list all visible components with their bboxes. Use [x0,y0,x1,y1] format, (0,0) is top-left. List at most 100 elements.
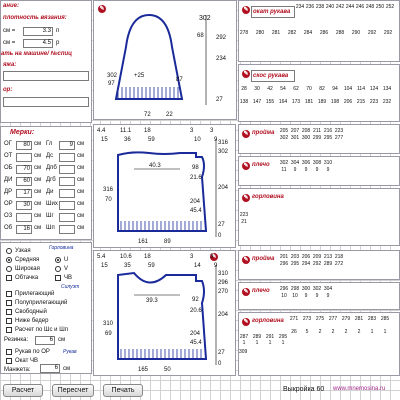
measure-input[interactable]: 70 [16,165,32,174]
semi-fitted-checkbox[interactable] [6,300,12,306]
table-cell: 10 [292,293,298,299]
obtachka-checkbox[interactable] [6,275,12,281]
sleeve-slope-logo-icon: ✎ [242,70,250,78]
sleeve-inc: +25 [134,73,145,79]
fitted-checkbox[interactable] [6,291,12,297]
front-204: 204 [190,331,201,337]
machine-label: ать на машине/ №спиц [1,51,73,57]
ribbing-input[interactable]: 6 [35,336,55,345]
measure-input[interactable] [59,165,75,174]
table-cell: 250 [375,4,385,10]
back-neck-title: горловина [252,194,284,200]
obtachka-label: Обтачка [15,275,39,281]
front-height-69: 69 [105,331,112,337]
table-cell: 292 [312,261,322,267]
options-panel: Горловина Узкая Средняя Широкая U V Обта… [0,242,92,374]
wide-radio[interactable] [6,266,12,272]
sleeve-ov-checkbox[interactable] [6,358,12,364]
table-cell: 308 [312,160,322,166]
front-20: 20.6 [190,308,202,314]
table-cell: 300 [301,135,311,141]
table-cell: 283 [367,316,377,322]
below-hips-checkbox[interactable] [6,318,12,324]
cuff-input[interactable]: 6 [40,364,60,373]
author-input[interactable] [3,97,89,107]
sleeve-outline [114,13,184,100]
v-neck-radio[interactable] [55,266,61,272]
table-cell: 198 [330,99,340,105]
top-dimension: 15 [101,263,108,269]
measure-input[interactable] [59,189,75,198]
measure-label: Ших [46,201,58,207]
back-shoulder-logo-icon: ✎ [242,162,250,170]
rows-per-cm-input[interactable]: 4.5 [23,39,53,48]
measure-label: Дпб [46,165,57,171]
table-cell: 248 [365,4,375,10]
measure-label: Гл [46,141,53,147]
table-cell: 282 [287,30,297,36]
back-width-161: 161 [138,239,149,245]
measure-unit: см [34,189,42,195]
sleeve-or-checkbox[interactable] [6,349,12,355]
u-neck-radio[interactable] [55,257,61,263]
back-row-316: 316 [218,140,229,146]
measure-input[interactable] [59,153,75,162]
table-cell: 281 [271,30,281,36]
measure-input[interactable] [59,177,75,186]
calc-method-checkbox[interactable] [6,327,12,333]
measure-input[interactable] [59,225,75,234]
calculate-button[interactable]: Расчет [3,384,43,397]
table-cell: 278 [239,30,249,36]
yarn-input[interactable] [3,71,89,81]
measure-input[interactable]: 16 [16,225,32,234]
measure-input[interactable]: 80 [16,141,32,150]
measure-label: Об [4,225,13,231]
sleeve-w22: 22 [166,112,173,118]
table-cell: 277 [334,135,344,141]
top-dimension: 35 [124,263,131,269]
measure-input[interactable] [59,201,75,210]
print-button[interactable]: Печать [103,384,143,397]
top-dimension: 10 [194,137,201,143]
chv-checkbox[interactable] [55,275,61,281]
measure-label: Шг [46,213,54,219]
table-cell: 275 [315,316,325,322]
front-neck-logo-icon: ✎ [242,318,250,326]
measure-input[interactable] [16,213,32,222]
measure-input[interactable]: 30 [16,201,32,210]
measure-input[interactable]: 9 [59,141,75,150]
table-cell: 246 [355,4,365,10]
table-cell: 208 [301,128,311,134]
measure-input[interactable]: 17 [16,189,32,198]
front-height-310: 310 [103,321,114,327]
table-cell: 42 [267,86,273,92]
yarn-label: яжа: [3,62,17,68]
stitches-per-cm-input[interactable]: 3.3 [23,27,53,36]
table-cell: 94 [332,86,338,92]
table-cell: 279 [341,316,351,322]
sleeve-diagram [114,13,207,105]
measurements-panel: Мерки: ОГ 80 см Гл 9 см ОТ см Дс см ОБ 70 см Дпб см ДИ 6… [0,126,92,240]
table-cell: 1 [268,340,272,346]
measure-label: ОЗ [4,213,13,219]
measure-input[interactable] [59,213,75,222]
measure-label: Дгб [46,177,56,183]
table-cell: 1 [242,340,246,346]
table-cell: 206 [343,99,353,105]
ribbing-unit: см [58,337,66,343]
front-logo-icon: ✎ [210,253,218,261]
narrow-radio[interactable] [6,248,12,254]
recalculate-button[interactable]: Пересчет [52,384,94,397]
cuff-unit: см [63,366,71,372]
measure-unit: см [34,153,42,159]
medium-radio[interactable] [6,257,12,263]
loose-checkbox[interactable] [6,309,12,315]
front-45: 45.4 [190,340,202,346]
top-dimension: 59 [148,263,155,269]
table-cell: 114 [357,86,365,92]
site-link[interactable]: www.mnemosina.ru [333,386,386,392]
measure-unit: см [34,225,42,231]
back-neck-width: 40.3 [149,163,161,169]
measure-input[interactable]: 60 [16,177,32,186]
measure-input[interactable] [16,153,32,162]
